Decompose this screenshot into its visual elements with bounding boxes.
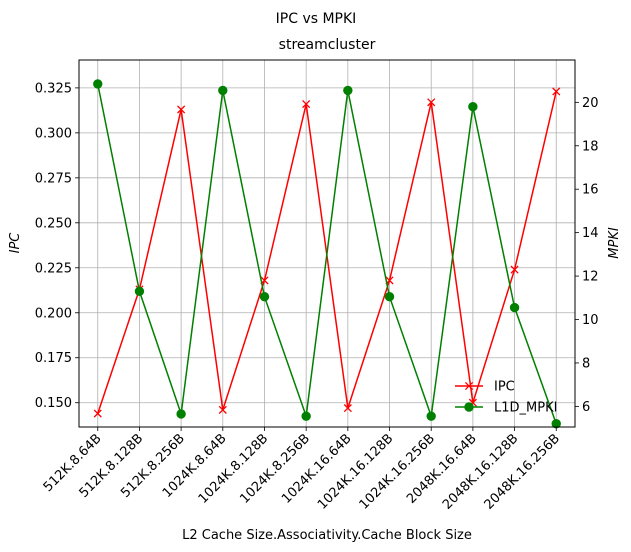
x-tick-label: 1024K.16.128B bbox=[315, 431, 396, 512]
right-y-tick-label: 14 bbox=[582, 226, 599, 241]
legend: IPC L1D_MPKI bbox=[455, 380, 557, 416]
plot-area-frame bbox=[78, 59, 576, 428]
right-y-axis-ticks: 6 8 10 12 14 16 18 20 bbox=[575, 96, 599, 415]
left-y-tick-label: 0.225 bbox=[35, 261, 72, 276]
data-point-ipc bbox=[427, 98, 436, 107]
left-y-tick-label: 0.300 bbox=[35, 126, 72, 141]
x-tick-label: 1024K.16.256B bbox=[357, 431, 438, 512]
data-point-l1d-mpki bbox=[259, 292, 270, 302]
x-tick-label: 2048K.16.128B bbox=[440, 431, 521, 512]
legend-label-ipc: IPC bbox=[494, 380, 515, 395]
right-y-tick-label: 16 bbox=[582, 183, 599, 198]
chart-suptitle: IPC vs MPKI bbox=[276, 11, 357, 27]
data-point-l1d-mpki bbox=[301, 411, 311, 421]
left-y-axis-label: IPC bbox=[8, 232, 23, 254]
data-point-l1d-mpki bbox=[343, 85, 353, 96]
x-axis-ticks: 512K.8.64B512K.8.128B512K.8.256B1024K.8.… bbox=[41, 427, 563, 513]
x-axis-label: L2 Cache Size.Associativity.Cache Block … bbox=[182, 528, 472, 543]
legend-label-l1d-mpki: L1D_MPKI bbox=[494, 401, 557, 416]
data-point-l1d-mpki bbox=[93, 79, 103, 89]
series-line-l1d-mpki bbox=[97, 83, 557, 424]
data-point-l1d-mpki bbox=[426, 411, 436, 421]
data-point-ipc bbox=[93, 409, 102, 418]
data-point-ipc bbox=[343, 404, 352, 413]
left-y-tick-label: 0.150 bbox=[35, 396, 72, 411]
right-y-tick-label: 10 bbox=[582, 313, 599, 328]
left-y-axis-ticks: 0.150 0.175 0.200 0.225 0.250 0.275 0.300 0.325 bbox=[35, 81, 79, 411]
right-y-tick-label: 8 bbox=[582, 356, 590, 371]
data-point-ipc bbox=[552, 87, 561, 96]
data-point-ipc bbox=[302, 100, 311, 109]
series-layer bbox=[93, 79, 561, 429]
data-point-l1d-mpki bbox=[384, 292, 395, 302]
right-y-axis-label: MPKI bbox=[607, 227, 622, 259]
x-tick-label: 2048K.16.256B bbox=[482, 431, 563, 512]
right-y-tick-label: 12 bbox=[582, 270, 599, 285]
right-y-tick-label: 18 bbox=[582, 139, 599, 154]
right-y-tick-label: 6 bbox=[582, 400, 590, 415]
left-y-tick-label: 0.250 bbox=[35, 216, 72, 231]
left-y-tick-label: 0.200 bbox=[35, 306, 72, 321]
legend-marker-l1d-mpki bbox=[464, 402, 474, 412]
series-l1d-mpki bbox=[93, 79, 561, 429]
data-point-ipc bbox=[510, 265, 519, 274]
chart-title: streamcluster bbox=[279, 37, 376, 53]
left-y-tick-label: 0.175 bbox=[35, 351, 72, 366]
left-y-tick-label: 0.275 bbox=[35, 171, 72, 186]
data-point-l1d-mpki bbox=[218, 85, 228, 96]
data-point-ipc bbox=[218, 405, 227, 414]
data-point-l1d-mpki bbox=[134, 286, 145, 296]
grid-lines bbox=[79, 60, 575, 427]
data-point-l1d-mpki bbox=[176, 409, 186, 419]
data-point-ipc bbox=[177, 105, 186, 114]
data-point-l1d-mpki bbox=[468, 101, 478, 112]
data-point-l1d-mpki bbox=[509, 302, 520, 313]
right-y-tick-label: 20 bbox=[582, 96, 599, 111]
left-y-tick-label: 0.325 bbox=[35, 81, 72, 96]
legend-marker-ipc bbox=[464, 381, 474, 391]
